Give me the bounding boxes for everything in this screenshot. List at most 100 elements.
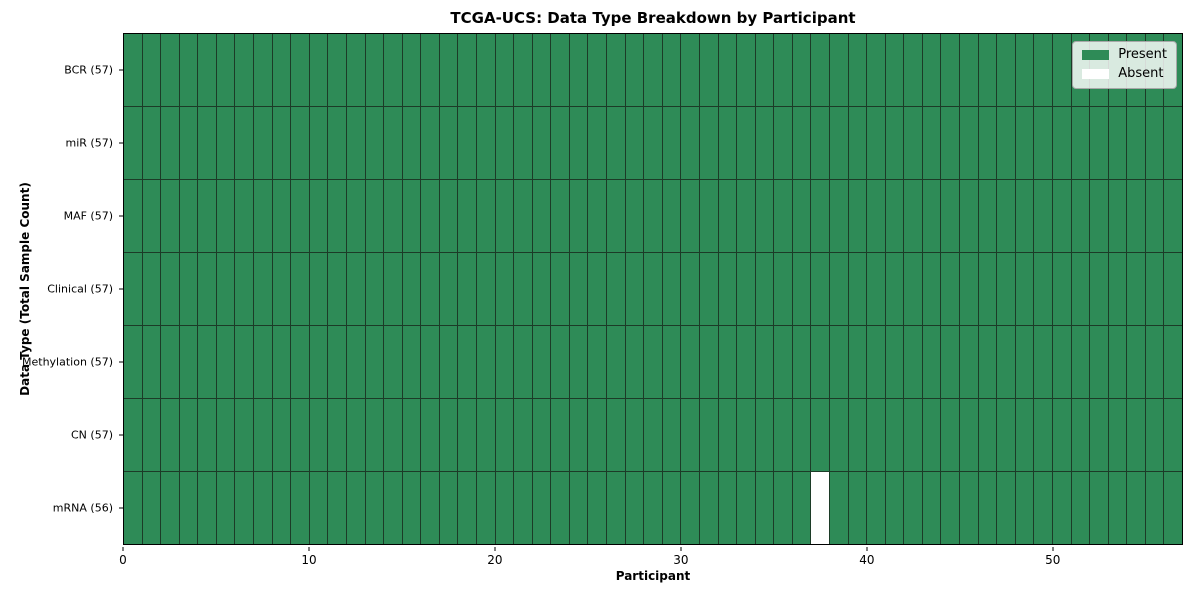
heatmap-cell-Clinical-7 <box>254 253 272 325</box>
heatmap-cell-mRNA-46 <box>978 472 997 544</box>
x-tick-label-20: 20 <box>487 553 503 567</box>
heatmap-cell-CN-4 <box>198 399 216 471</box>
x-tick-mark <box>122 546 124 551</box>
heatmap-cell-Methylation-43 <box>922 326 941 398</box>
heatmap-cell-Methylation-30 <box>681 326 699 398</box>
x-tick-mark <box>680 546 682 551</box>
heatmap-cell-miR-32 <box>718 107 737 179</box>
heatmap-cell-mRNA-37 <box>811 472 829 544</box>
heatmap-cell-mRNA-22 <box>532 472 551 544</box>
heatmap-cell-BCR-31 <box>699 34 718 106</box>
heatmap-cell-mRNA-50 <box>1052 472 1071 544</box>
heatmap-cell-mRNA-16 <box>421 472 439 544</box>
heatmap-cell-Clinical-50 <box>1052 253 1071 325</box>
heatmap-cell-mRNA-2 <box>161 472 179 544</box>
heatmap-cell-MAF-25 <box>588 180 607 252</box>
heatmap-cell-MAF-55 <box>1145 180 1164 252</box>
heatmap-cell-mRNA-21 <box>514 472 532 544</box>
heatmap-cell-Methylation-5 <box>216 326 235 398</box>
heatmap-cell-CN-1 <box>142 399 161 471</box>
heatmap-cell-miR-56 <box>1164 107 1182 179</box>
y-tick-label-Methylation: Methylation (57) <box>22 355 113 369</box>
chart-title: TCGA-UCS: Data Type Breakdown by Partici… <box>450 9 856 27</box>
heatmap-cell-BCR-8 <box>272 34 291 106</box>
heatmap-cell-mRNA-36 <box>792 472 811 544</box>
legend-swatch-absent <box>1082 69 1110 80</box>
heatmap-cell-MAF-49 <box>1034 180 1052 252</box>
heatmap-cell-CN-34 <box>755 399 774 471</box>
heatmap-cell-MAF-43 <box>922 180 941 252</box>
heatmap-cell-miR-48 <box>1015 107 1034 179</box>
heatmap-cell-BCR-3 <box>179 34 198 106</box>
heatmap-cell-MAF-20 <box>495 180 514 252</box>
heatmap-cell-mRNA-56 <box>1164 472 1182 544</box>
heatmap-cell-Clinical-16 <box>421 253 439 325</box>
heatmap-cell-MAF-9 <box>291 180 309 252</box>
heatmap-cell-MAF-35 <box>774 180 792 252</box>
heatmap-cell-Methylation-21 <box>514 326 532 398</box>
heatmap-cell-MAF-0 <box>124 180 142 252</box>
heatmap-cell-CN-8 <box>272 399 291 471</box>
heatmap-cell-Clinical-35 <box>774 253 792 325</box>
heatmap-cell-BCR-1 <box>142 34 161 106</box>
heatmap-cell-CN-18 <box>458 399 476 471</box>
heatmap-cell-mRNA-11 <box>328 472 346 544</box>
heatmap-cell-Clinical-37 <box>811 253 829 325</box>
heatmap-cell-MAF-48 <box>1015 180 1034 252</box>
heatmap-cell-miR-3 <box>179 107 198 179</box>
heatmap-cell-Methylation-25 <box>588 326 607 398</box>
x-tick-label-0: 0 <box>119 553 127 567</box>
heatmap-cell-Methylation-40 <box>867 326 885 398</box>
heatmap-cell-miR-7 <box>254 107 272 179</box>
heatmap-cell-mRNA-17 <box>439 472 458 544</box>
heatmap-cell-Methylation-20 <box>495 326 514 398</box>
heatmap-cell-miR-2 <box>161 107 179 179</box>
heatmap-cell-BCR-10 <box>309 34 328 106</box>
heatmap-cell-BCR-11 <box>328 34 346 106</box>
heatmap-cell-mRNA-13 <box>365 472 384 544</box>
legend-item-absent: Absent <box>1082 66 1167 81</box>
heatmap-cell-MAF-8 <box>272 180 291 252</box>
heatmap-cell-miR-35 <box>774 107 792 179</box>
heatmap-cell-Methylation-27 <box>625 326 644 398</box>
heatmap-cell-MAF-26 <box>607 180 625 252</box>
heatmap-cell-Methylation-18 <box>458 326 476 398</box>
heatmap-cell-Clinical-18 <box>458 253 476 325</box>
y-tick-label-MAF: MAF (57) <box>63 209 113 223</box>
heatmap-cell-mRNA-43 <box>922 472 941 544</box>
heatmap-cell-BCR-4 <box>198 34 216 106</box>
heatmap-cell-Methylation-4 <box>198 326 216 398</box>
legend-swatch-present <box>1082 50 1110 61</box>
heatmap-cell-CN-6 <box>235 399 254 471</box>
heatmap-cell-Methylation-34 <box>755 326 774 398</box>
heatmap-cell-Clinical-0 <box>124 253 142 325</box>
heatmap-cell-Methylation-24 <box>569 326 588 398</box>
heatmap-cell-BCR-17 <box>439 34 458 106</box>
heatmap-cell-miR-46 <box>978 107 997 179</box>
heatmap-cell-Clinical-22 <box>532 253 551 325</box>
heatmap-cell-mRNA-0 <box>124 472 142 544</box>
heatmap-cell-miR-22 <box>532 107 551 179</box>
heatmap-cell-CN-29 <box>662 399 681 471</box>
heatmap-cell-Clinical-5 <box>216 253 235 325</box>
heatmap-cell-Clinical-13 <box>365 253 384 325</box>
heatmap-cell-Methylation-0 <box>124 326 142 398</box>
heatmap-cell-Methylation-29 <box>662 326 681 398</box>
heatmap-cell-miR-11 <box>328 107 346 179</box>
heatmap-cell-Clinical-43 <box>922 253 941 325</box>
x-tick-mark <box>866 546 868 551</box>
heatmap-cell-Clinical-51 <box>1071 253 1090 325</box>
heatmap-cell-Methylation-8 <box>272 326 291 398</box>
heatmap-cell-miR-49 <box>1034 107 1052 179</box>
heatmap-cell-BCR-41 <box>885 34 904 106</box>
legend-item-present: Present <box>1082 47 1167 62</box>
heatmap-cell-CN-41 <box>885 399 904 471</box>
heatmap-cell-mRNA-53 <box>1108 472 1127 544</box>
heatmap-cell-mRNA-31 <box>699 472 718 544</box>
heatmap-cell-miR-47 <box>997 107 1015 179</box>
heatmap-cell-miR-21 <box>514 107 532 179</box>
heatmap-cell-Methylation-6 <box>235 326 254 398</box>
x-tick-mark <box>1052 546 1054 551</box>
x-tick-label-50: 50 <box>1045 553 1061 567</box>
heatmap-cell-MAF-5 <box>216 180 235 252</box>
